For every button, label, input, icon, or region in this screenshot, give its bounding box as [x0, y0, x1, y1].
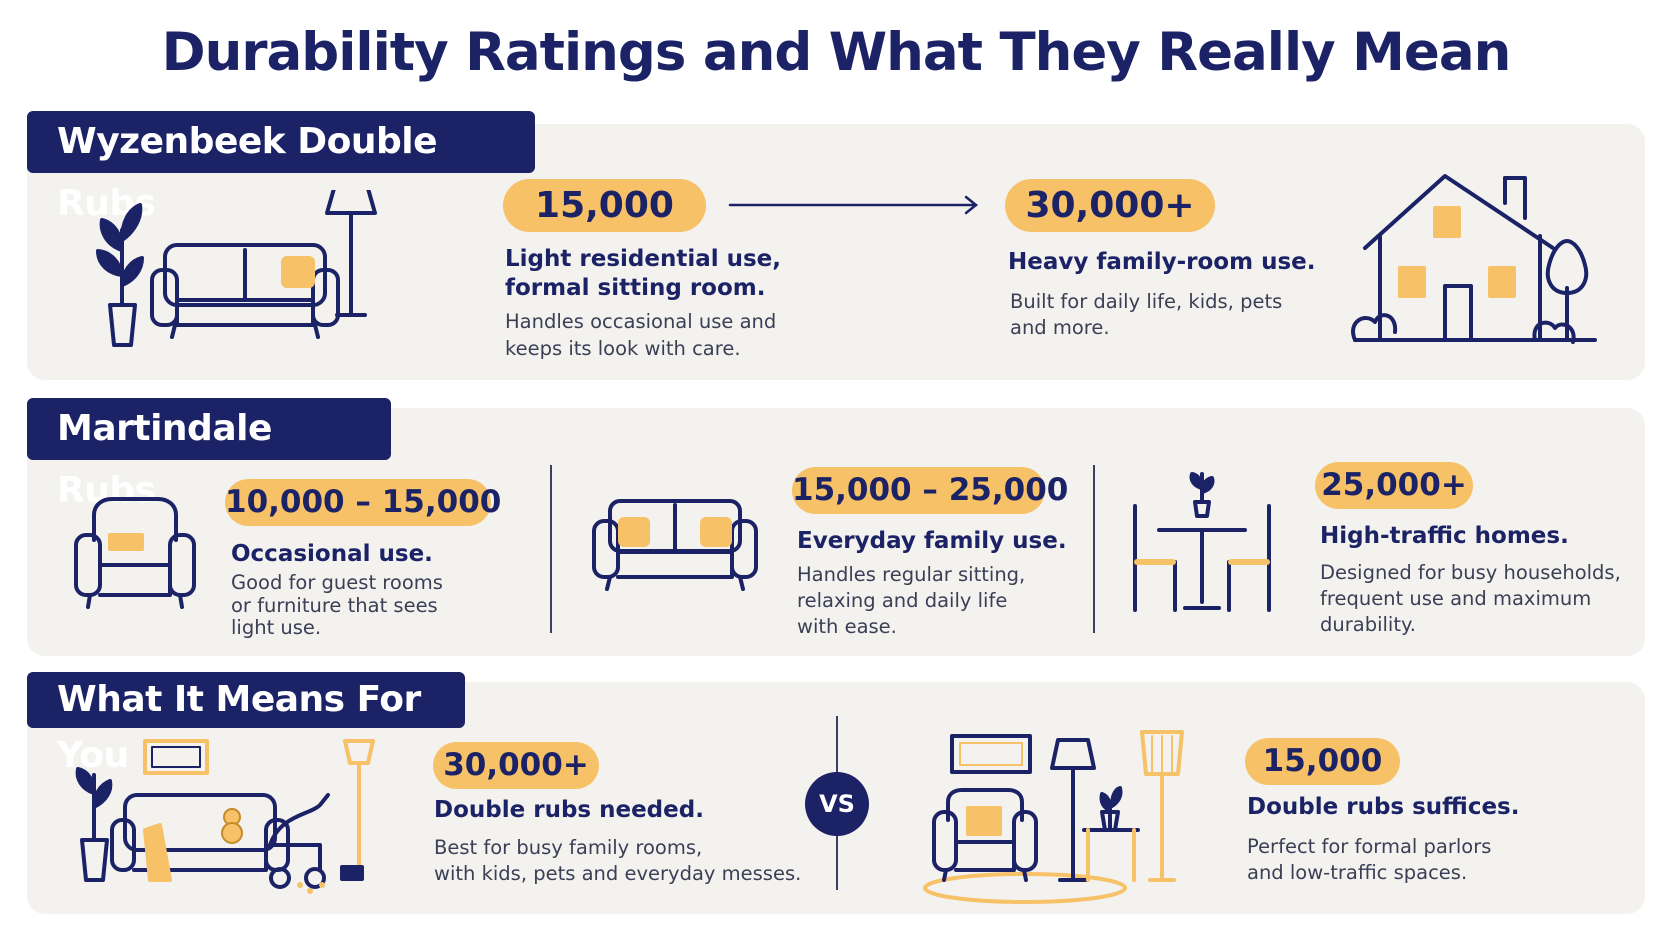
house-icon — [1351, 174, 1597, 344]
martindale-item-3-body-1: Designed for busy households, — [1320, 561, 1621, 584]
martindale-item-1-head: Occasional use. — [231, 541, 433, 567]
wyzenbeek-header: Wyzenbeek Double Rubs — [27, 111, 535, 224]
plant-icon — [96, 203, 144, 347]
armchair-icon — [74, 497, 196, 609]
page-title: Durability Ratings and What They Really … — [161, 22, 1512, 83]
vs-badge: VS — [805, 772, 869, 836]
tree-icon — [1545, 239, 1589, 342]
martindale-item-1-body-2: or furniture that sees — [231, 594, 438, 617]
what-it-means-left-body-2: with kids, pets and everyday messes. — [434, 862, 802, 885]
what-it-means-left-head: Double rubs needed. — [434, 797, 704, 823]
what-it-means-right-value: 15,000 — [1245, 738, 1400, 785]
martindale-item-2-body-3: with ease. — [797, 615, 897, 638]
what-it-means-right-body-2: and low-traffic spaces. — [1247, 861, 1468, 884]
formal-parlor-icon — [923, 730, 1184, 904]
arrow-right-icon — [728, 195, 979, 215]
what-it-means-left-value: 30,000+ — [433, 742, 599, 789]
martindale-item-2-body-2: relaxing and daily life — [797, 589, 1008, 612]
wyzenbeek-right-body-1: Built for daily life, kids, pets — [1010, 290, 1283, 313]
what-it-means-header: What It Means For You — [27, 672, 465, 776]
divider — [550, 465, 552, 633]
family-room-icon — [75, 739, 375, 894]
martindale-item-1-value: 10,000 – 15,000 — [225, 479, 501, 526]
wyzenbeek-right-head: Heavy family-room use. — [1008, 249, 1316, 275]
martindale-item-1-body-3: light use. — [231, 616, 322, 639]
martindale-item-3-value: 25,000+ — [1315, 462, 1473, 509]
martindale-header: Martindale Rubs — [27, 398, 391, 511]
martindale-item-3-body-3: durability. — [1320, 613, 1416, 636]
what-it-means-right-body-1: Perfect for formal parlors — [1247, 835, 1492, 858]
martindale-item-2-head: Everyday family use. — [797, 528, 1067, 554]
what-it-means-left-body-1: Best for busy family rooms, — [434, 836, 703, 859]
what-it-means-right-head: Double rubs suffices. — [1247, 794, 1520, 820]
martindale-item-2-body-1: Handles regular sitting, — [797, 563, 1026, 586]
dining-set-icon — [1133, 472, 1271, 612]
wyzenbeek-right-value: 30,000+ — [1005, 179, 1215, 232]
wyzenbeek-left-value: 15,000 — [503, 179, 706, 232]
wyzenbeek-right-body-2: and more. — [1010, 316, 1110, 339]
living-room-icon — [96, 190, 377, 347]
wyzenbeek-left-body-1: Handles occasional use and — [505, 310, 777, 333]
sofa-icon — [150, 243, 340, 339]
wyzenbeek-left-body-2: keeps its look with care. — [505, 337, 741, 360]
martindale-item-2-value: 15,000 – 25,000 — [792, 467, 1068, 514]
divider — [1093, 465, 1095, 633]
wyzenbeek-left-head-2: formal sitting room. — [505, 275, 766, 301]
floor-lamp-icon — [325, 190, 377, 317]
martindale-item-3-head: High-traffic homes. — [1320, 523, 1569, 549]
sofa-icon — [592, 499, 758, 591]
martindale-item-1-body-1: Good for guest rooms — [231, 571, 443, 594]
wyzenbeek-left-head-1: Light residential use, — [505, 246, 782, 272]
martindale-item-3-body-2: frequent use and maximum — [1320, 587, 1592, 610]
